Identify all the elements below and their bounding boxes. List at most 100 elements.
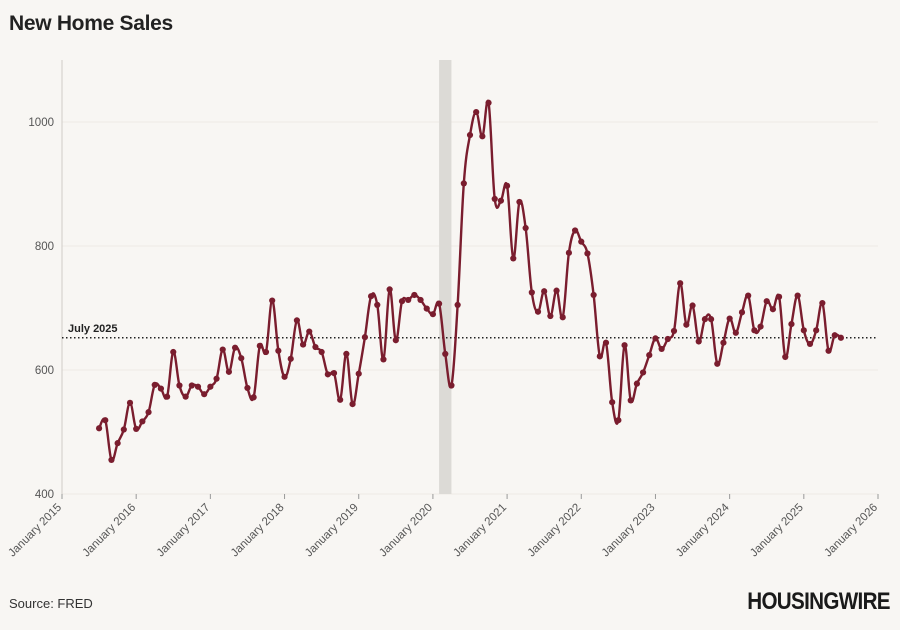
data-point — [435, 300, 443, 307]
source-note: Source: FRED — [9, 596, 93, 611]
grid-lines — [62, 121, 878, 495]
data-point — [398, 298, 406, 305]
data-point — [176, 382, 183, 389]
data-point — [281, 373, 288, 380]
y-tick-label: 600 — [35, 365, 54, 377]
data-point — [516, 198, 523, 206]
data-point — [491, 195, 498, 202]
data-point — [813, 327, 820, 334]
recession-band — [439, 60, 452, 494]
data-point — [324, 371, 331, 378]
data-point — [689, 302, 696, 309]
data-point — [448, 382, 455, 389]
data-point — [763, 298, 770, 305]
x-tick-label: January 2017 — [155, 502, 213, 560]
data-point — [423, 305, 430, 312]
reference-line-label: July 2025 — [68, 323, 118, 335]
data-point — [120, 426, 127, 433]
data-point — [330, 370, 338, 377]
data-point — [528, 289, 535, 296]
series-line — [98, 99, 842, 462]
data-point — [510, 255, 517, 262]
x-tick-label: January 2018 — [229, 502, 287, 560]
data-point — [429, 311, 437, 318]
x-tick-label: January 2021 — [451, 502, 509, 560]
data-point — [819, 299, 826, 307]
data-point — [312, 343, 319, 351]
data-point — [831, 332, 838, 339]
data-point — [355, 370, 362, 377]
data-point — [701, 316, 709, 323]
data-point — [503, 182, 511, 189]
data-point — [201, 391, 208, 398]
data-point — [367, 293, 375, 300]
data-point — [584, 250, 591, 257]
data-point — [207, 383, 214, 390]
data-point — [683, 321, 690, 328]
data-point — [405, 296, 412, 304]
data-point — [318, 348, 325, 356]
x-tick-label: January 2015 — [6, 502, 64, 560]
data-point — [633, 380, 641, 387]
data-point — [695, 338, 702, 345]
x-tick-label: January 2026 — [822, 502, 880, 560]
data-point — [411, 291, 418, 299]
data-point — [151, 381, 158, 388]
data-point — [800, 327, 807, 334]
data-point — [244, 384, 251, 392]
data-point — [670, 327, 678, 335]
data-point — [157, 385, 165, 392]
data-point — [238, 355, 245, 362]
data-point — [769, 306, 777, 313]
data-point — [732, 329, 739, 336]
data-point — [102, 417, 109, 424]
data-point — [126, 399, 134, 406]
data-point — [794, 292, 801, 299]
x-tick-label: January 2016 — [81, 502, 139, 560]
data-point — [745, 292, 752, 299]
data-point — [707, 316, 715, 323]
data-point — [497, 197, 505, 204]
x-tick-label: January 2024 — [674, 501, 732, 559]
data-point — [720, 339, 727, 346]
data-point — [837, 334, 845, 341]
data-point — [293, 317, 301, 324]
data-point — [145, 409, 152, 416]
data-point — [571, 227, 579, 234]
data-point — [782, 353, 789, 361]
y-tick-label: 400 — [35, 489, 54, 501]
data-point — [806, 340, 814, 348]
data-point — [299, 341, 307, 348]
data-point — [139, 418, 146, 425]
data-point — [163, 393, 171, 400]
data-point — [825, 347, 832, 354]
data-point — [473, 108, 480, 116]
data-point — [108, 456, 115, 463]
data-point — [374, 301, 381, 308]
data-point — [775, 293, 783, 300]
data-point — [553, 287, 560, 294]
data-point — [751, 327, 758, 334]
data-point — [392, 337, 399, 344]
data-point — [182, 393, 189, 400]
data-point — [578, 238, 585, 245]
data-point — [621, 342, 628, 349]
data-point — [170, 348, 177, 356]
x-tick-label: January 2022 — [526, 502, 584, 560]
series-group — [95, 99, 845, 463]
data-point — [658, 345, 665, 353]
x-tick-label: January 2023 — [600, 502, 658, 560]
data-point — [188, 382, 195, 389]
x-tick-label: January 2020 — [377, 502, 435, 560]
data-point — [559, 314, 566, 321]
data-point — [479, 133, 486, 140]
data-point — [454, 301, 461, 308]
reference-line-group: July 2025 — [62, 323, 878, 339]
data-point — [343, 350, 350, 357]
data-point — [337, 396, 344, 403]
data-point — [225, 368, 233, 375]
data-point — [262, 348, 270, 356]
data-point — [361, 334, 369, 341]
data-point — [627, 397, 634, 404]
